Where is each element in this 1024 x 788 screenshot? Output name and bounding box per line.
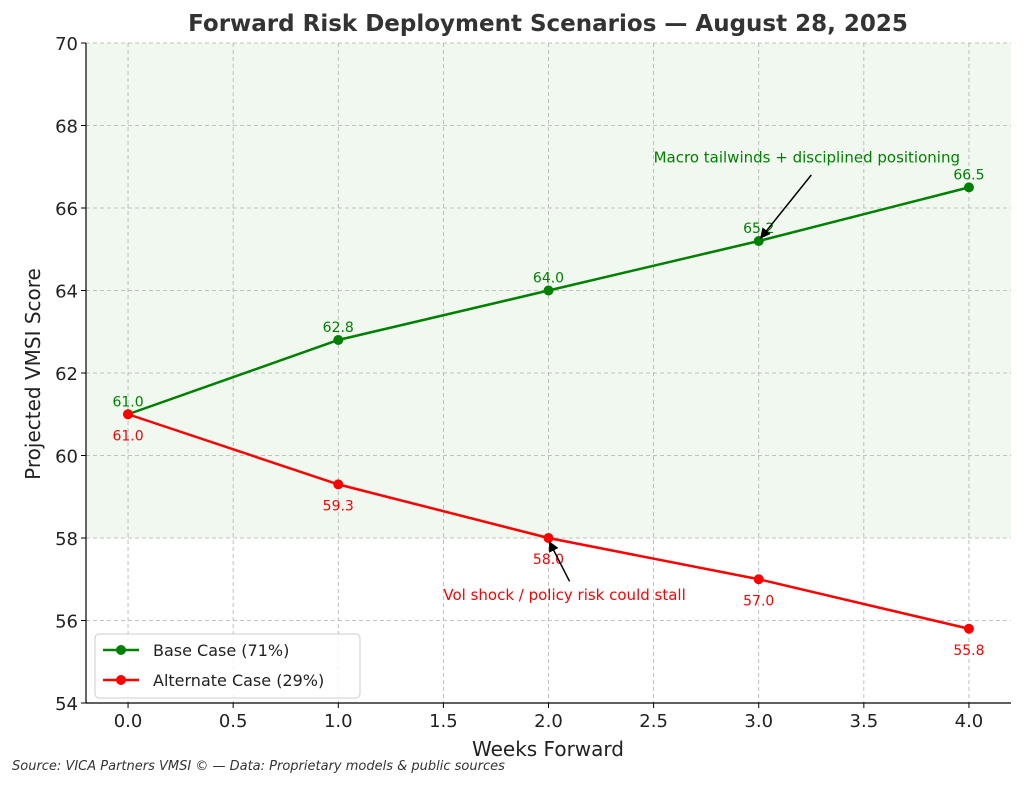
y-tick-label-2: 58 [55, 529, 78, 550]
x-tick-label-0: 0.0 [114, 711, 143, 732]
y-tick-label-7: 68 [55, 117, 78, 138]
data-label-0-3: 65.2 [743, 221, 774, 237]
legend-label-0: Base Case (71%) [153, 641, 289, 660]
x-tick-label-4: 2.0 [534, 711, 563, 732]
y-tick-label-6: 66 [55, 199, 78, 220]
data-label-0-1: 62.8 [323, 320, 354, 336]
legend-swatch-marker-0 [116, 645, 126, 655]
legend-label-1: Alternate Case (29%) [153, 671, 324, 690]
y-tick-label-8: 70 [55, 34, 78, 55]
y-tick-label-1: 56 [55, 612, 78, 633]
x-tick-label-5: 2.5 [639, 711, 668, 732]
y-tick-label-5: 64 [55, 282, 78, 303]
data-label-0-2: 64.0 [533, 271, 564, 287]
data-label-0-0: 61.0 [112, 394, 143, 410]
legend-swatch-marker-1 [116, 675, 126, 685]
annotation-arrow-1 [548, 541, 571, 582]
legend: Base Case (71%) Alternate Case (29%) [94, 633, 361, 699]
data-label-0-4: 66.5 [953, 167, 984, 183]
source-note: Source: VICA Partners VMSI © — Data: Pro… [12, 759, 505, 774]
y-tick-label-3: 60 [55, 447, 78, 468]
data-point-1-4 [963, 623, 974, 634]
x-tick-label-2: 1.0 [324, 711, 353, 732]
annotations: Macro tailwinds + disciplined positionin… [443, 149, 960, 604]
data-label-1-4: 55.8 [953, 643, 984, 659]
data-point-0-3 [753, 236, 764, 246]
data-point-0-1 [333, 335, 344, 345]
annotation-text-1: Vol shock / policy risk could stall [443, 586, 685, 604]
x-tick-label-7: 3.5 [850, 711, 879, 732]
grid [86, 42, 1011, 704]
data-point-1-2 [543, 533, 554, 543]
data-label-1-3: 57.0 [743, 593, 774, 609]
data-point-0-4 [963, 182, 974, 193]
data-point-0-2 [543, 285, 554, 296]
series-1: 61.059.358.057.055.8 [112, 409, 985, 659]
x-tick-label-6: 3.0 [744, 711, 773, 732]
data-point-1-1 [333, 479, 344, 490]
data-label-1-1: 59.3 [323, 498, 354, 514]
x-tick-label-3: 1.5 [429, 711, 458, 732]
data-label-1-0: 61.0 [112, 428, 143, 444]
x-tick-label-8: 4.0 [955, 711, 984, 732]
chart-title: Forward Risk Deployment Scenarios — Augu… [188, 11, 908, 37]
x-tick-label-1: 0.5 [219, 711, 248, 732]
y-tick-label-4: 62 [55, 364, 78, 385]
legend-box [94, 633, 361, 699]
data-point-1-3 [753, 574, 764, 585]
tick-labels: 0.0 0.5 1.0 1.5 2.0 2.5 3.0 3.5 4.0 54 56 58 60 62 64 6… [55, 34, 983, 732]
y-tick-label-0: 54 [55, 694, 78, 715]
annotation-text-0: Macro tailwinds + disciplined positionin… [654, 149, 960, 167]
annotation-arrow-0 [760, 174, 812, 239]
series-layer: 61.062.864.065.266.561.059.358.057.055.8 [112, 167, 984, 658]
data-point-1-0 [123, 409, 134, 420]
x-axis-label: Weeks Forward [472, 737, 624, 761]
y-axis-label: Projected VMSI Score [21, 268, 45, 480]
